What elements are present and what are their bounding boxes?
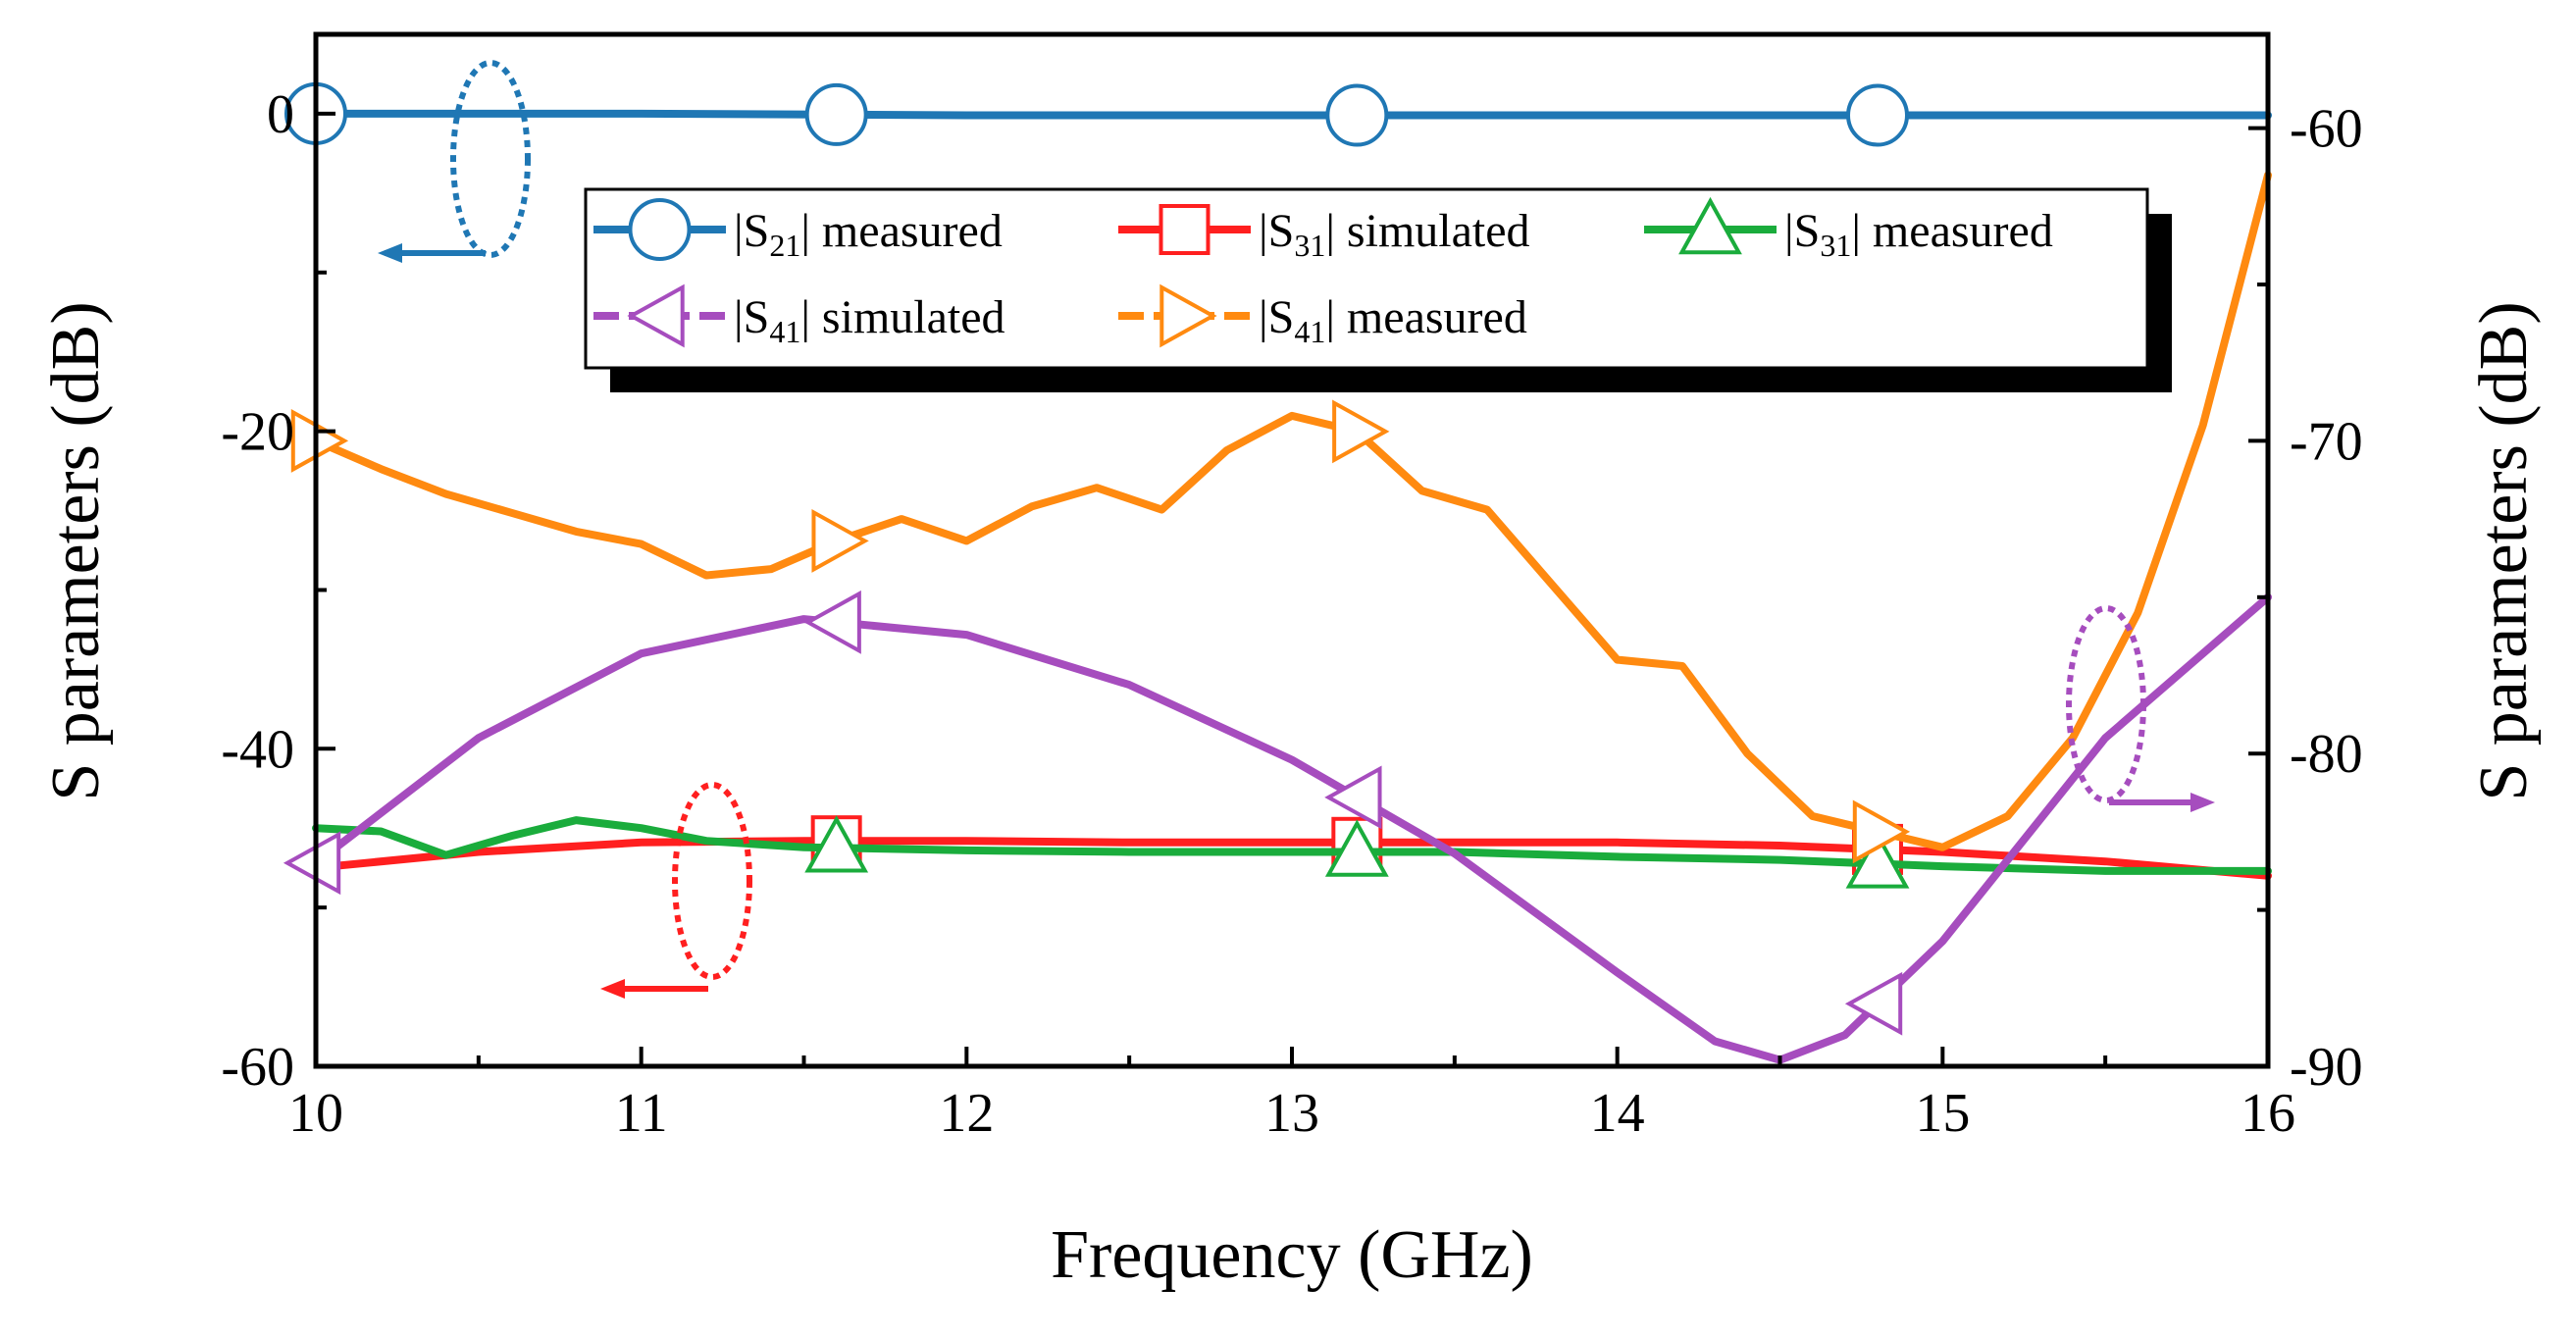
series-marker-s41-simulated-2 [1324, 765, 1382, 830]
y-left-tick-label-1: -20 [221, 402, 294, 463]
series-line-s41-measured [312, 171, 2272, 851]
legend-marker-0 [628, 198, 692, 261]
legend-items: |S21| measured |S31| simulated |S31| measu… [593, 196, 2053, 349]
series-line-s41-simulated [312, 592, 2272, 1064]
legend-item-2: |S31| measured [1644, 196, 2053, 263]
legend: |S21| measured |S31| simulated |S31| measu… [584, 187, 2172, 392]
legend-box [584, 187, 2149, 370]
series-s21-measured [284, 81, 2272, 147]
y-right-tick-label-2: -80 [2290, 724, 2363, 785]
y-axis-left-title: S parameters (dB) [38, 301, 114, 800]
legend-label-3: |S41| simulated [734, 291, 1005, 349]
series-marker-s21-measured-2 [1325, 83, 1389, 147]
annotation-ellipse-red [672, 782, 752, 980]
legend-marker-3 [627, 283, 685, 348]
axis-layer: 10 11 12 13 14 15 16 0 -20 -40 -60 -60 -70 -80 -90 [221, 84, 2362, 1144]
legend-marker-2 [1678, 196, 1742, 255]
series-marker-s31-measured-1 [1324, 819, 1389, 877]
series-s41-simulated [283, 590, 2272, 1064]
x-tick-label-5: 15 [1915, 1083, 1970, 1144]
series-marker-s31-measured-0 [804, 815, 869, 873]
x-tick-label-0: 10 [288, 1083, 343, 1144]
series-line-s21-measured [312, 109, 2272, 120]
legend-label-0: |S21| measured [734, 205, 1003, 263]
annotation-arrowhead-red [600, 979, 625, 999]
x-tick-label-6: 16 [2241, 1083, 2295, 1144]
y-left-tick-label-3: -60 [221, 1037, 294, 1098]
series-marker-s41-measured-1 [811, 509, 869, 573]
x-tick-label-4: 14 [1590, 1083, 1645, 1144]
annotation-arrowhead-blue [378, 243, 402, 263]
series-marker-s21-measured-3 [1846, 83, 1909, 147]
series-marker-s31-measured-2 [1845, 831, 1910, 889]
legend-label-4: |S41| measured [1259, 291, 1527, 349]
legend-marker-1 [1159, 204, 1211, 255]
series-marker-s41-simulated-3 [1844, 971, 1903, 1036]
x-tick-label-3: 13 [1264, 1083, 1319, 1144]
legend-item-1: |S31| simulated [1118, 204, 1530, 263]
y-right-tick-label-3: -90 [2290, 1037, 2363, 1098]
series-line-s31-measured [312, 816, 2272, 875]
series-marker-s21-measured-1 [804, 82, 868, 146]
legend-item-3: |S41| simulated [593, 283, 1005, 349]
x-axis-title: Frequency (GHz) [1051, 1217, 1533, 1293]
series-marker-s41-measured-3 [1852, 799, 1911, 864]
legend-item-4: |S41| measured [1118, 283, 1527, 349]
annotation-s31-left [600, 782, 752, 999]
legend-label-1: |S31| simulated [1259, 205, 1530, 263]
legend-label-2: |S31| measured [1784, 205, 2053, 263]
y-left-tick-label-0: 0 [267, 84, 294, 145]
series-s41-measured [290, 171, 2272, 864]
legend-item-0: |S21| measured [593, 198, 1003, 263]
annotation-ellipse-purple [2066, 605, 2146, 803]
series-line-s31-simulated [312, 837, 2272, 880]
y-right-tick-label-1: -70 [2290, 411, 2363, 472]
series-marker-s41-measured-0 [290, 409, 349, 473]
annotation-s21-left [378, 60, 531, 263]
series-marker-s41-simulated-1 [803, 590, 861, 654]
y-left-tick-label-2: -40 [221, 719, 294, 780]
annotation-arrowhead-purple [2190, 793, 2215, 812]
x-tick-label-2: 12 [939, 1083, 994, 1144]
series-marker-s41-simulated-0 [283, 831, 341, 896]
annotation-ellipse-blue [450, 60, 531, 258]
series-layer [283, 81, 2272, 1064]
y-right-tick-label-0: -60 [2290, 99, 2363, 160]
annotation-s41-right [2066, 605, 2215, 812]
y-axis-right-title: S parameters (dB) [2466, 301, 2542, 800]
series-s31-measured [312, 815, 2272, 889]
x-tick-label-1: 11 [615, 1083, 668, 1144]
series-marker-s41-measured-2 [1332, 399, 1390, 464]
legend-marker-4 [1159, 283, 1217, 348]
